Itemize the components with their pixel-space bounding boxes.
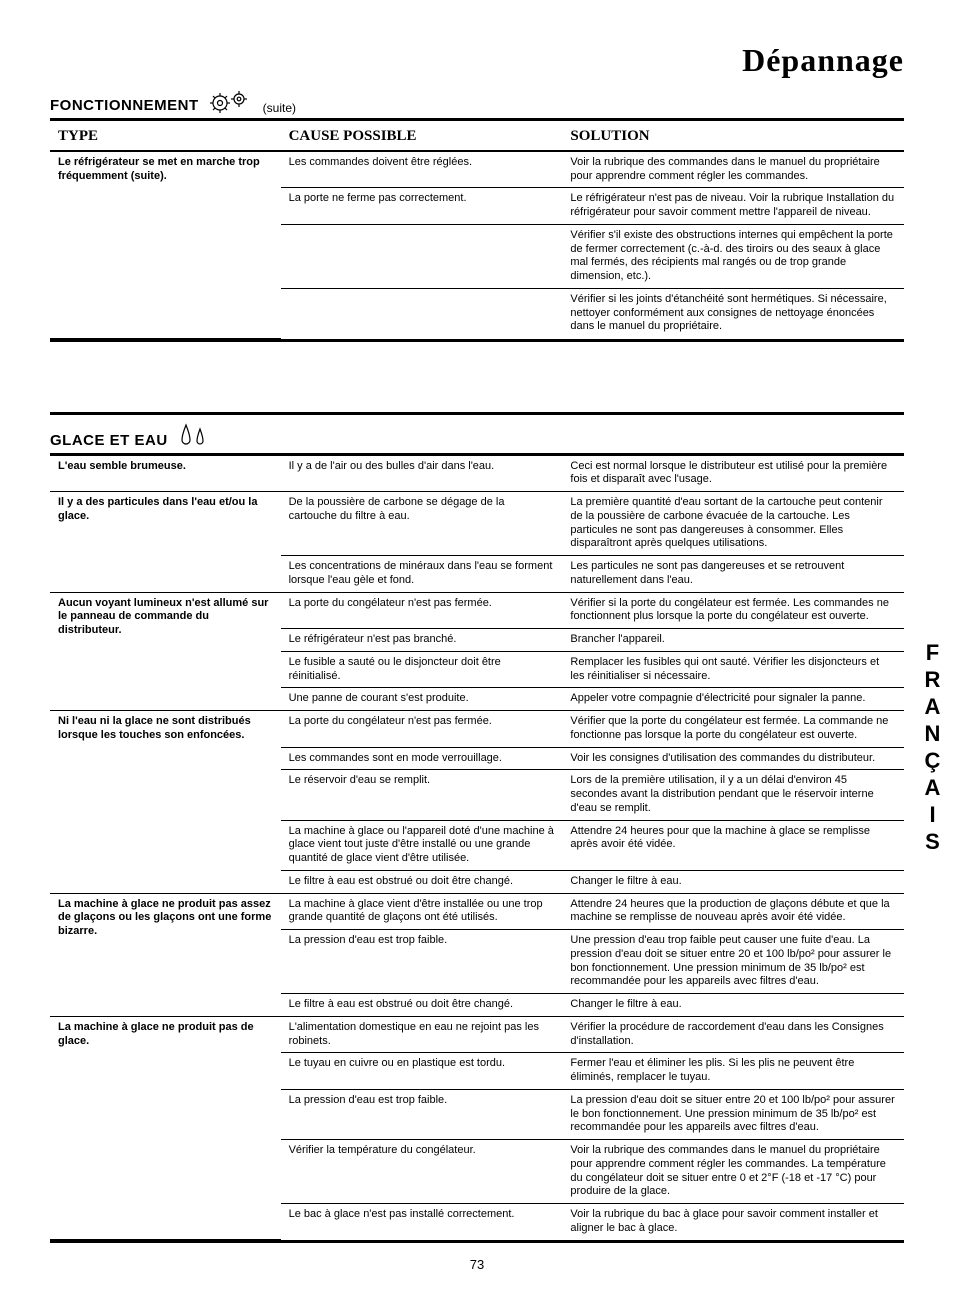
solution-cell: Le réfrigérateur n'est pas de niveau. Vo… — [562, 188, 904, 225]
table-row: Ni l'eau ni la glace ne sont distribués … — [50, 711, 904, 748]
language-side-tab: FRANÇAIS — [919, 640, 947, 856]
type-cell: Il y a des particules dans l'eau et/ou l… — [50, 492, 281, 593]
cause-cell: La porte du congélateur n'est pas fermée… — [281, 592, 563, 629]
cause-cell: La pression d'eau est trop faible. — [281, 930, 563, 994]
cause-cell: Il y a de l'air ou des bulles d'air dans… — [281, 456, 563, 492]
page-title: Dépannage — [50, 40, 904, 80]
solution-cell: Vérifier s'il existe des obstructions in… — [562, 224, 904, 288]
type-cell: Aucun voyant lumineux n'est allumé sur l… — [50, 592, 281, 711]
table-row: L'eau semble brumeuse.Il y a de l'air ou… — [50, 456, 904, 492]
col-header-solution: SOLUTION — [562, 121, 904, 151]
cause-cell: Le réfrigérateur n'est pas branché. — [281, 629, 563, 652]
cause-cell: La machine à glace ou l'appareil doté d'… — [281, 820, 563, 870]
cause-cell: Le bac à glace n'est pas installé correc… — [281, 1204, 563, 1240]
cause-cell: Vérifier la température du congélateur. — [281, 1140, 563, 1204]
cause-cell: La machine à glace vient d'être installé… — [281, 893, 563, 930]
solution-cell: Vérifier si la porte du congélateur est … — [562, 592, 904, 629]
cause-cell: Les concentrations de minéraux dans l'ea… — [281, 556, 563, 593]
solution-cell: Ceci est normal lorsque le distributeur … — [562, 456, 904, 492]
type-cell: L'eau semble brumeuse. — [50, 456, 281, 492]
table-row: Il y a des particules dans l'eau et/ou l… — [50, 492, 904, 556]
solution-cell: Vérifier la procédure de raccordement d'… — [562, 1016, 904, 1053]
solution-cell: Voir la rubrique des commandes dans le m… — [562, 151, 904, 188]
solution-cell: Voir les consignes d'utilisation des com… — [562, 747, 904, 770]
cause-cell: Le tuyau en cuivre ou en plastique est t… — [281, 1053, 563, 1090]
solution-cell: Brancher l'appareil. — [562, 629, 904, 652]
cause-cell: De la poussière de carbone se dégage de … — [281, 492, 563, 556]
gears-icon — [207, 88, 255, 116]
cause-cell — [281, 288, 563, 338]
cause-cell: L'alimentation domestique en eau ne rejo… — [281, 1016, 563, 1053]
troubleshoot-table-1: TYPE CAUSE POSSIBLE SOLUTION Le réfrigér… — [50, 121, 904, 339]
cause-cell — [281, 224, 563, 288]
solution-cell: Fermer l'eau et éliminer les plis. Si le… — [562, 1053, 904, 1090]
water-drops-icon — [176, 421, 212, 451]
cause-cell: La porte ne ferme pas correctement. — [281, 188, 563, 225]
section-fonctionnement-header: FONCTIONNEMENT (suite) — [50, 88, 904, 121]
page-number: 73 — [50, 1257, 904, 1273]
solution-cell: Appeler votre compagnie d'électricité po… — [562, 688, 904, 711]
section-label: GLACE ET EAU — [50, 432, 168, 451]
solution-cell: Une pression d'eau trop faible peut caus… — [562, 930, 904, 994]
col-header-cause: CAUSE POSSIBLE — [281, 121, 563, 151]
section-glace-eau-header: GLACE ET EAU — [50, 412, 904, 456]
solution-cell: Les particules ne sont pas dangereuses e… — [562, 556, 904, 593]
table-row: La machine à glace ne produit pas de gla… — [50, 1016, 904, 1053]
cause-cell: Une panne de courant s'est produite. — [281, 688, 563, 711]
solution-cell: Voir la rubrique du bac à glace pour sav… — [562, 1204, 904, 1240]
type-cell: Le réfrigérateur se met en marche trop f… — [50, 151, 281, 338]
solution-cell: Remplacer les fusibles qui ont sauté. Vé… — [562, 651, 904, 688]
cause-cell: La pression d'eau est trop faible. — [281, 1089, 563, 1139]
cause-cell: Les commandes sont en mode verrouillage. — [281, 747, 563, 770]
table-row: Le réfrigérateur se met en marche trop f… — [50, 151, 904, 188]
cause-cell: Les commandes doivent être réglées. — [281, 151, 563, 188]
section-suffix: (suite) — [263, 101, 296, 116]
solution-cell: Lors de la première utilisation, il y a … — [562, 770, 904, 820]
type-cell: La machine à glace ne produit pas assez … — [50, 893, 281, 1016]
solution-cell: Attendre 24 heures pour que la machine à… — [562, 820, 904, 870]
cause-cell: La porte du congélateur n'est pas fermée… — [281, 711, 563, 748]
cause-cell: Le fusible a sauté ou le disjoncteur doi… — [281, 651, 563, 688]
cause-cell: Le filtre à eau est obstrué ou doit être… — [281, 994, 563, 1017]
solution-cell: Vérifier que la porte du congélateur est… — [562, 711, 904, 748]
cause-cell: Le réservoir d'eau se remplit. — [281, 770, 563, 820]
table-row: Aucun voyant lumineux n'est allumé sur l… — [50, 592, 904, 629]
solution-cell: Changer le filtre à eau. — [562, 994, 904, 1017]
troubleshoot-table-2: L'eau semble brumeuse.Il y a de l'air ou… — [50, 456, 904, 1241]
col-header-type: TYPE — [50, 121, 281, 151]
cause-cell: Le filtre à eau est obstrué ou doit être… — [281, 870, 563, 893]
solution-cell: Vérifier si les joints d'étanchéité sont… — [562, 288, 904, 338]
section-label: FONCTIONNEMENT — [50, 97, 199, 116]
solution-cell: La première quantité d'eau sortant de la… — [562, 492, 904, 556]
solution-cell: Voir la rubrique des commandes dans le m… — [562, 1140, 904, 1204]
solution-cell: Attendre 24 heures que la production de … — [562, 893, 904, 930]
type-cell: Ni l'eau ni la glace ne sont distribués … — [50, 711, 281, 894]
table-row: La machine à glace ne produit pas assez … — [50, 893, 904, 930]
solution-cell: La pression d'eau doit se situer entre 2… — [562, 1089, 904, 1139]
type-cell: La machine à glace ne produit pas de gla… — [50, 1016, 281, 1239]
solution-cell: Changer le filtre à eau. — [562, 870, 904, 893]
